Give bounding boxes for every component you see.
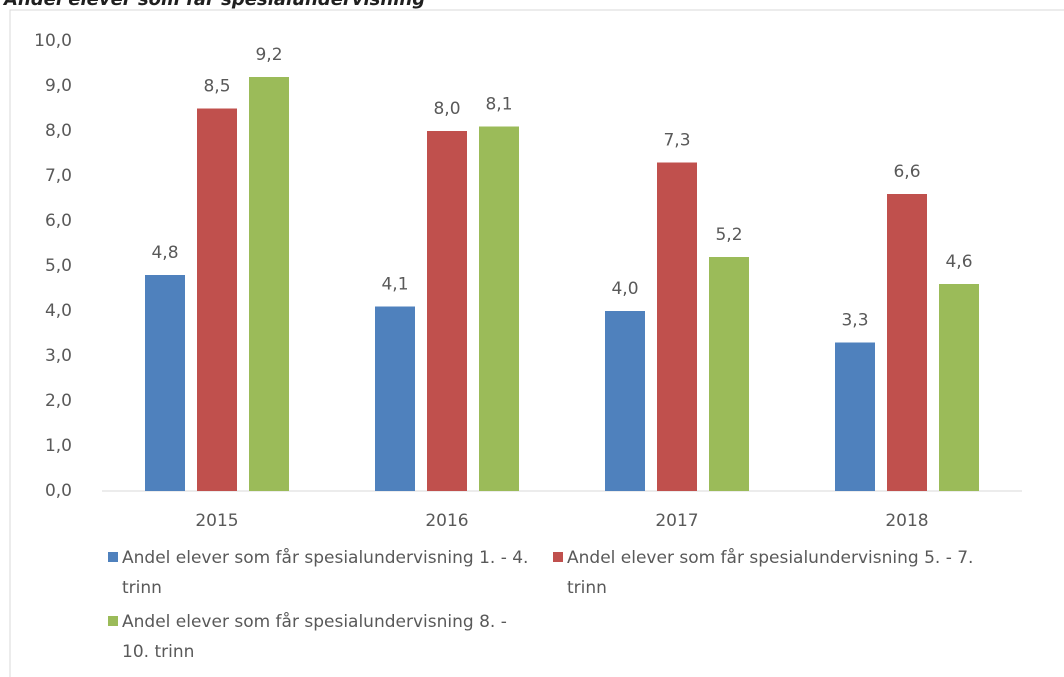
- bar: [709, 257, 749, 491]
- chart-frame: [9, 9, 1064, 677]
- x-tick-label: 2017: [655, 511, 698, 531]
- chart-title: Andel elever som får spesialundervisning: [2, 0, 425, 10]
- y-tick-label: 9,0: [45, 76, 72, 96]
- bar: [249, 77, 289, 491]
- legend-swatch: [108, 616, 118, 626]
- bar: [605, 311, 645, 491]
- bar: [375, 306, 415, 491]
- y-tick-label: 5,0: [45, 256, 72, 276]
- data-label: 5,2: [715, 225, 742, 245]
- y-tick-label: 1,0: [45, 436, 72, 456]
- data-label: 4,8: [151, 243, 178, 263]
- data-label: 8,1: [485, 95, 512, 115]
- y-tick-label: 0,0: [45, 481, 72, 501]
- bar: [197, 108, 237, 491]
- legend-item: Andel elever som får spesialundervisning…: [108, 543, 532, 603]
- data-label: 8,0: [433, 99, 460, 119]
- bar: [145, 275, 185, 491]
- data-label: 9,2: [255, 45, 282, 65]
- data-label: 8,5: [203, 77, 230, 97]
- y-tick-label: 4,0: [45, 301, 72, 321]
- bar: [939, 284, 979, 491]
- legend-label: Andel elever som får spesialundervisning…: [122, 548, 529, 598]
- legend-item: Andel elever som får spesialundervisning…: [108, 607, 532, 667]
- y-tick-label: 6,0: [45, 211, 72, 231]
- legend-swatch: [553, 552, 563, 562]
- data-label: 4,6: [945, 252, 972, 272]
- data-label: 7,3: [663, 131, 690, 151]
- bar: [479, 126, 519, 491]
- bar: [427, 131, 467, 491]
- bar: [835, 342, 875, 491]
- y-tick-label: 3,0: [45, 346, 72, 366]
- legend-item: Andel elever som får spesialundervisning…: [553, 543, 977, 603]
- bar: [657, 162, 697, 491]
- y-tick-label: 2,0: [45, 391, 72, 411]
- data-label: 6,6: [893, 162, 920, 182]
- bar: [887, 194, 927, 491]
- y-tick-label: 10,0: [34, 31, 72, 51]
- legend-label: Andel elever som får spesialundervisning…: [122, 612, 507, 662]
- legend-label: Andel elever som får spesialundervisning…: [567, 548, 974, 598]
- y-tick-label: 7,0: [45, 166, 72, 186]
- data-label: 4,1: [381, 275, 408, 295]
- x-tick-label: 2018: [885, 511, 928, 531]
- legend-swatch: [108, 552, 118, 562]
- x-tick-label: 2016: [425, 511, 468, 531]
- y-tick-label: 8,0: [45, 121, 72, 141]
- data-label: 4,0: [611, 279, 638, 299]
- data-label: 3,3: [841, 311, 868, 331]
- x-tick-label: 2015: [195, 511, 238, 531]
